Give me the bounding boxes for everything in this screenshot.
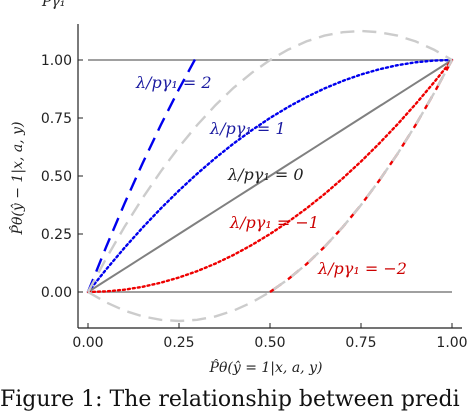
figure-caption: Figure 1: The relationship between predi — [0, 387, 460, 412]
y-axis-label: P̂θ(ŷ − 1|x, a, y) — [8, 122, 26, 236]
x-tick-label-1: 0.25 — [163, 335, 194, 351]
x-tick-label-0: 0.00 — [72, 335, 103, 351]
x-tick-label-2: 0.50 — [254, 335, 285, 351]
y-tick-label-3: 0.75 — [41, 111, 72, 127]
x-tick-label-4: 1.00 — [436, 335, 467, 351]
annotation-lambda-1: λ/pγ₁ = 1 — [209, 119, 286, 138]
series-line-1 — [86, 58, 454, 294]
x-axis-label: P̂θ(ŷ = 1|x, a, y) — [209, 358, 323, 376]
y-tick-label-1: 0.25 — [41, 227, 72, 243]
y-tick-label-2: 0.50 — [41, 169, 72, 185]
annotation-lambda-2: λ/pγ₁ = 2 — [135, 73, 212, 92]
tick-labels: 0.00 0.25 0.50 0.75 1.00 0.00 0.25 0.50 0.75 1.00 — [41, 53, 468, 351]
annotation-lambda-neg2: λ/pγ₁ = −2 — [317, 259, 407, 278]
series-line-5 — [87, 59, 454, 323]
series-line-6 — [86, 29, 453, 293]
annotation-lambda-0: λ/pγ₁ = 0 — [227, 165, 304, 184]
annotation-lambda-neg1: λ/pγ₁ = −1 — [229, 213, 319, 232]
x-tick-label-3: 0.75 — [345, 335, 376, 351]
series-line-3 — [86, 58, 454, 294]
top-fragment-label: Pγ₁ — [41, 0, 65, 10]
y-tick-label-4: 1.00 — [41, 53, 72, 69]
plot-area — [77, 24, 462, 329]
y-tick-label-0: 0.00 — [41, 285, 72, 301]
series-line-0 — [86, 54, 199, 293]
series-line-2 — [87, 59, 453, 293]
